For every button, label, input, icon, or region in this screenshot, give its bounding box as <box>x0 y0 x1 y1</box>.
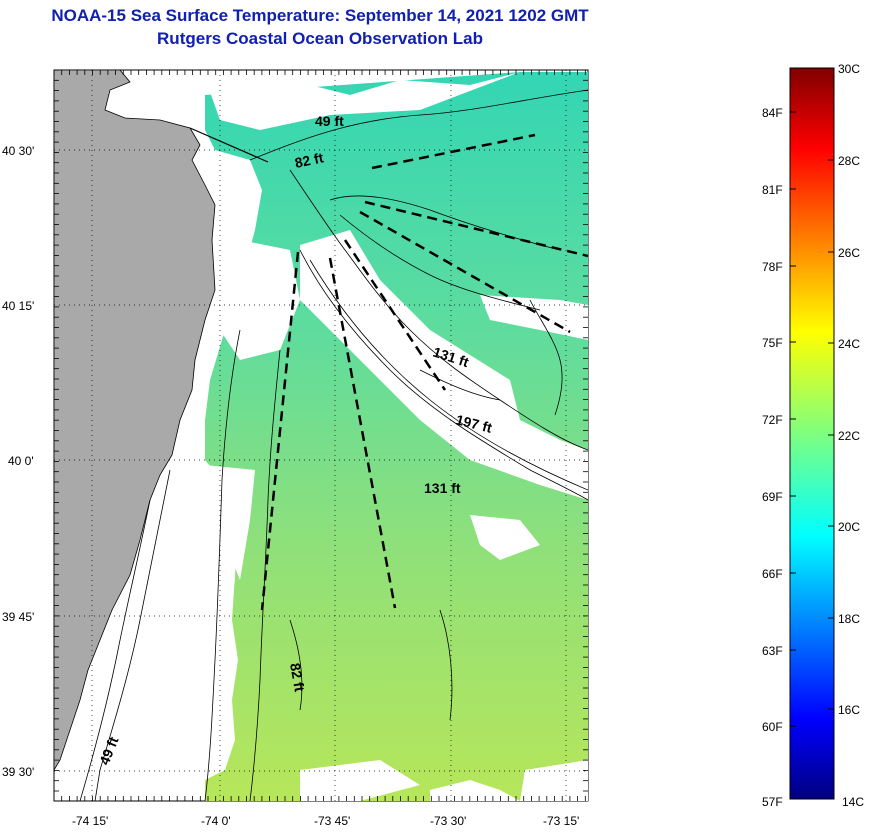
bathymetry-contours <box>79 89 588 801</box>
lat-label: 40 0' <box>8 454 34 468</box>
colorbar-f-label: 84F <box>762 106 783 120</box>
land-new-jersey <box>54 70 216 771</box>
depth-label: 49 ft <box>315 113 344 129</box>
chart-title: NOAA-15 Sea Surface Temperature: Septemb… <box>51 6 589 25</box>
colorbar-ticks <box>790 111 834 727</box>
colorbar-f-label: 60F <box>762 720 783 734</box>
colorbar-f-label: 63F <box>762 644 783 658</box>
lat-label: 40 30' <box>2 144 34 158</box>
colorbar-f-label: 72F <box>762 413 783 427</box>
lon-label: -74 0' <box>201 814 231 828</box>
depth-label: 82 ft <box>293 149 325 171</box>
chart-subtitle: Rutgers Coastal Ocean Observation Lab <box>157 29 483 48</box>
colorbar-c-label: 20C <box>838 520 860 534</box>
lon-label: -73 30' <box>430 814 466 828</box>
longitude-grid <box>91 70 567 801</box>
lon-label: -73 45' <box>314 814 350 828</box>
lon-label: -73 15' <box>543 814 579 828</box>
lat-label: 39 30' <box>2 765 34 779</box>
colorbar-c-label: 24C <box>838 337 860 351</box>
shipping-lanes <box>260 133 588 611</box>
lat-label: 40 15' <box>2 299 34 313</box>
latitude-grid <box>54 149 588 772</box>
colorbar-c-label: 16C <box>838 703 860 717</box>
colorbar-f-label: 57F <box>762 795 783 809</box>
colorbar-f-label: 81F <box>762 183 783 197</box>
colorbar-f-label: 75F <box>762 336 783 350</box>
colorbar-f-label: 78F <box>762 260 783 274</box>
colorbar-c-label: 28C <box>838 154 860 168</box>
colorbar <box>789 67 835 800</box>
lon-label: -74 15' <box>72 814 108 828</box>
colorbar-f-label: 66F <box>762 567 783 581</box>
sandy-hook <box>189 127 269 163</box>
depth-label: 131 ft <box>424 480 461 496</box>
lat-label: 39 45' <box>2 610 34 624</box>
depth-label: 82 ft <box>287 662 308 693</box>
colorbar-c-label: 22C <box>838 429 860 443</box>
colorbar-c-label: 14C <box>842 795 864 809</box>
colorbar-top-label: 30C <box>838 62 860 76</box>
colorbar-c-label: 26C <box>838 246 860 260</box>
colorbar-c-label: 18C <box>838 612 860 626</box>
frame-ticks <box>53 69 588 801</box>
colorbar-f-label: 69F <box>762 490 783 504</box>
